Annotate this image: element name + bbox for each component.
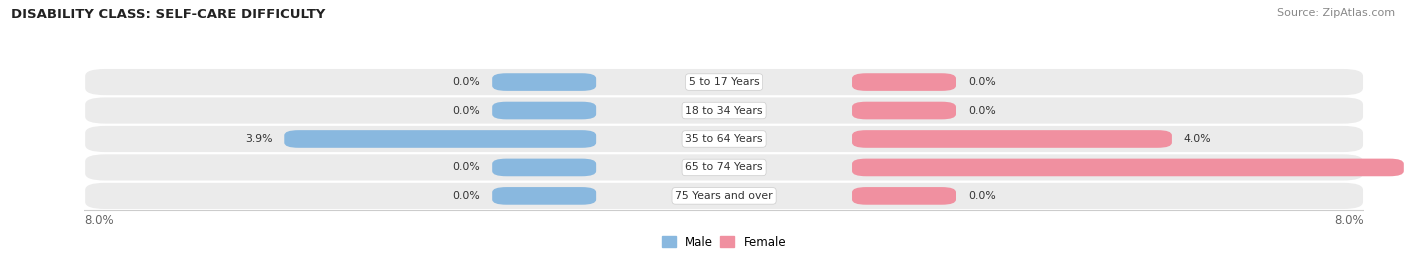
FancyBboxPatch shape xyxy=(86,183,1362,209)
Text: 75 Years and over: 75 Years and over xyxy=(675,191,773,201)
FancyBboxPatch shape xyxy=(492,73,596,91)
FancyBboxPatch shape xyxy=(852,130,1173,148)
Text: 35 to 64 Years: 35 to 64 Years xyxy=(685,134,763,144)
Text: 0.0%: 0.0% xyxy=(967,77,995,87)
Text: 0.0%: 0.0% xyxy=(967,106,995,116)
FancyBboxPatch shape xyxy=(284,130,596,148)
Text: 0.0%: 0.0% xyxy=(453,77,481,87)
FancyBboxPatch shape xyxy=(86,69,1362,95)
Text: 8.0%: 8.0% xyxy=(84,214,114,226)
FancyBboxPatch shape xyxy=(852,159,1403,176)
Text: DISABILITY CLASS: SELF-CARE DIFFICULTY: DISABILITY CLASS: SELF-CARE DIFFICULTY xyxy=(11,8,326,21)
Text: 0.0%: 0.0% xyxy=(453,191,481,201)
Text: 4.0%: 4.0% xyxy=(1184,134,1212,144)
Text: 5 to 17 Years: 5 to 17 Years xyxy=(689,77,759,87)
FancyBboxPatch shape xyxy=(492,187,596,205)
FancyBboxPatch shape xyxy=(852,73,956,91)
Text: 0.0%: 0.0% xyxy=(453,162,481,172)
Legend: Male, Female: Male, Female xyxy=(657,231,792,254)
Text: 0.0%: 0.0% xyxy=(453,106,481,116)
Text: 3.9%: 3.9% xyxy=(245,134,273,144)
FancyBboxPatch shape xyxy=(852,102,956,119)
FancyBboxPatch shape xyxy=(492,102,596,119)
FancyBboxPatch shape xyxy=(86,98,1362,124)
Text: 0.0%: 0.0% xyxy=(967,191,995,201)
FancyBboxPatch shape xyxy=(852,187,956,205)
Text: 8.0%: 8.0% xyxy=(1334,214,1364,226)
Text: 18 to 34 Years: 18 to 34 Years xyxy=(685,106,763,116)
Text: 65 to 74 Years: 65 to 74 Years xyxy=(685,162,763,172)
Text: Source: ZipAtlas.com: Source: ZipAtlas.com xyxy=(1277,8,1395,18)
FancyBboxPatch shape xyxy=(86,126,1362,152)
FancyBboxPatch shape xyxy=(492,159,596,176)
FancyBboxPatch shape xyxy=(86,154,1362,181)
